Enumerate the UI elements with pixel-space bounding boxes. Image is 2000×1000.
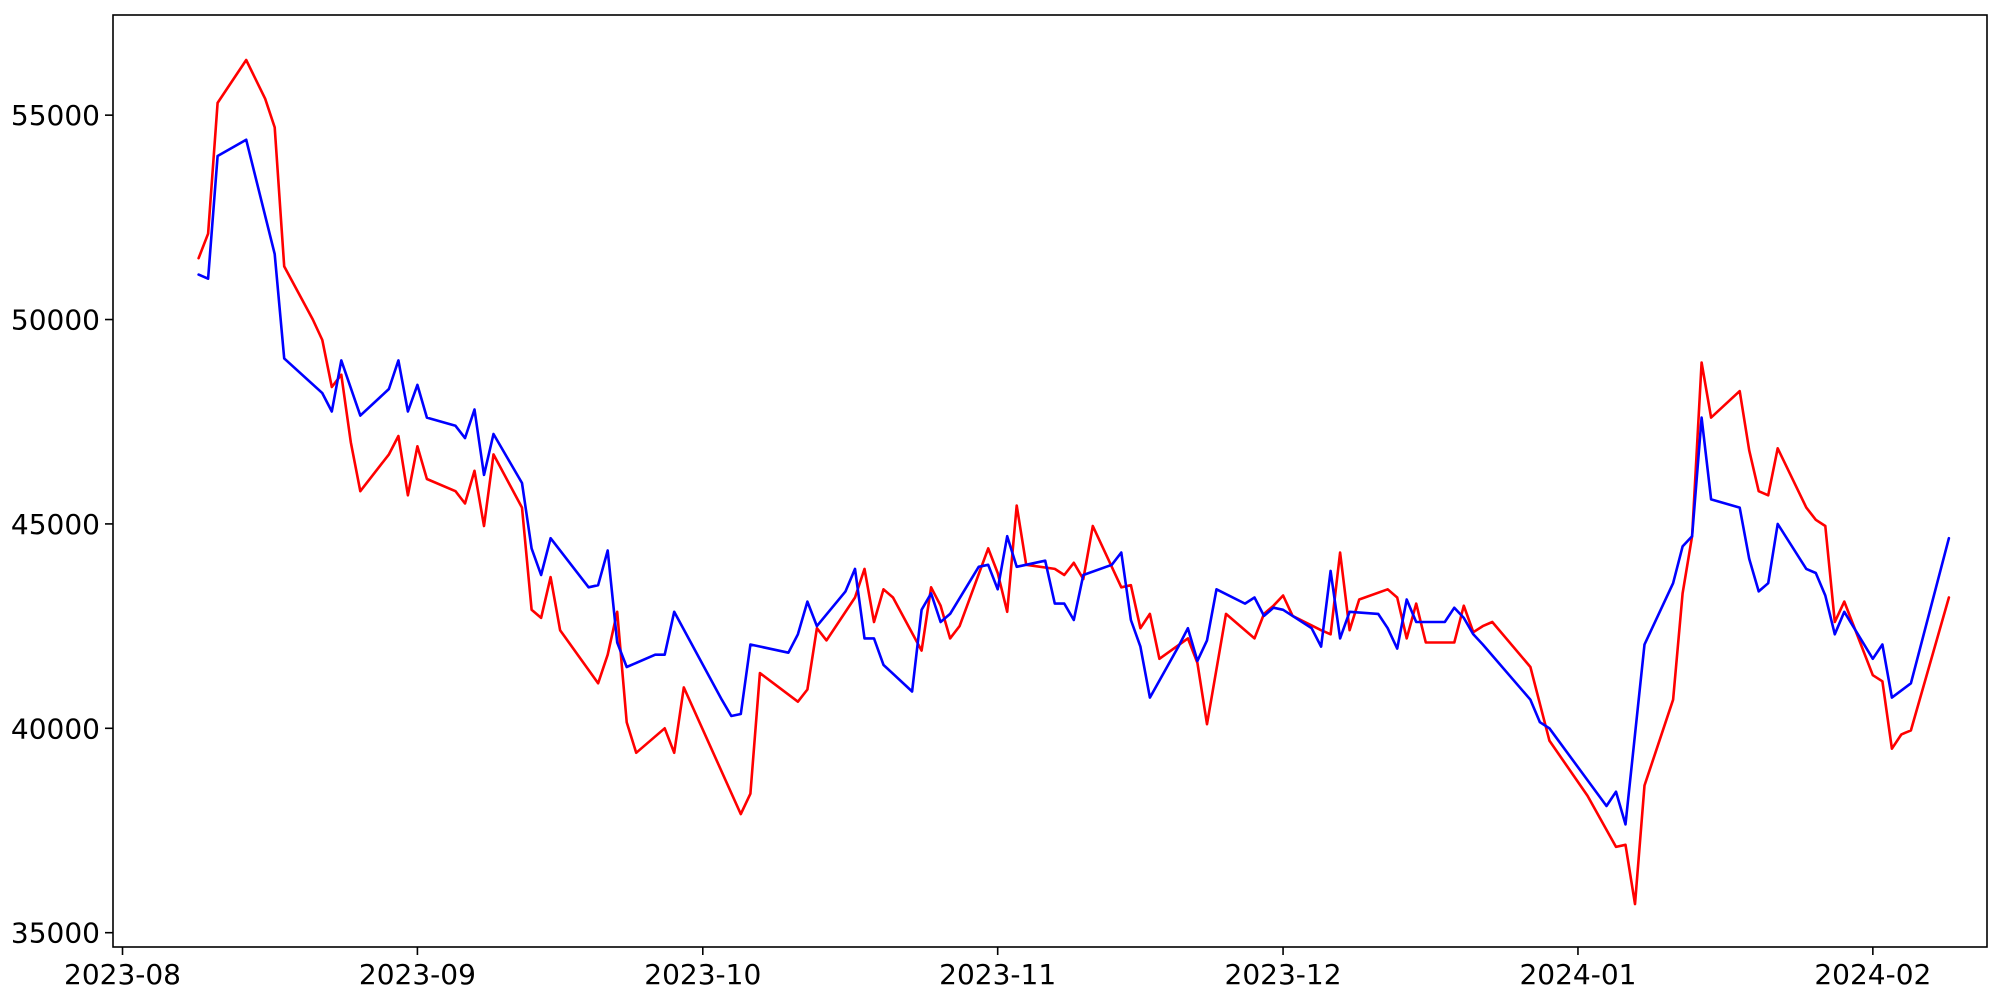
series-line-1 xyxy=(197,58,1951,906)
y-tick-label: 35000 xyxy=(11,917,100,950)
y-tick-label: 50000 xyxy=(11,304,100,337)
series-layer xyxy=(197,58,1951,906)
y-tick-label: 55000 xyxy=(11,99,100,132)
series-line-2 xyxy=(197,138,1951,826)
x-tick-label: 2023-10 xyxy=(644,958,761,991)
x-tick-label: 2024-02 xyxy=(1814,958,1931,991)
x-tick-label: 2023-12 xyxy=(1225,958,1342,991)
y-tick-label: 45000 xyxy=(11,508,100,541)
plot-area-frame xyxy=(112,14,1988,948)
x-axis: 2023-08 2023-09 2023-10 2023-11 2023-12 2024-… xyxy=(64,947,1931,991)
x-tick-label: 2023-11 xyxy=(939,958,1056,991)
y-tick-label: 40000 xyxy=(11,712,100,745)
x-tick-label: 2023-08 xyxy=(64,958,181,991)
x-tick-label: 2024-01 xyxy=(1519,958,1636,991)
x-tick-label: 2023-09 xyxy=(359,958,476,991)
y-axis: 35000 40000 45000 50000 55000 xyxy=(11,99,113,950)
